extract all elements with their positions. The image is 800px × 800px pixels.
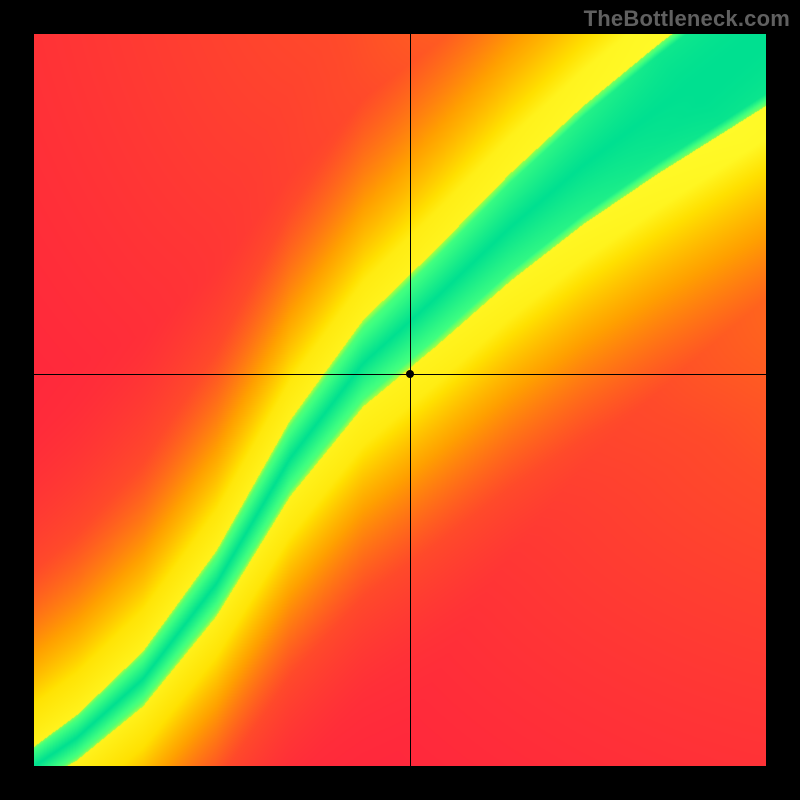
- heatmap-chart: [33, 33, 767, 767]
- crosshair-vertical: [410, 33, 411, 767]
- heatmap-canvas: [33, 33, 767, 767]
- crosshair-horizontal: [33, 374, 767, 375]
- watermark-text: TheBottleneck.com: [584, 6, 790, 32]
